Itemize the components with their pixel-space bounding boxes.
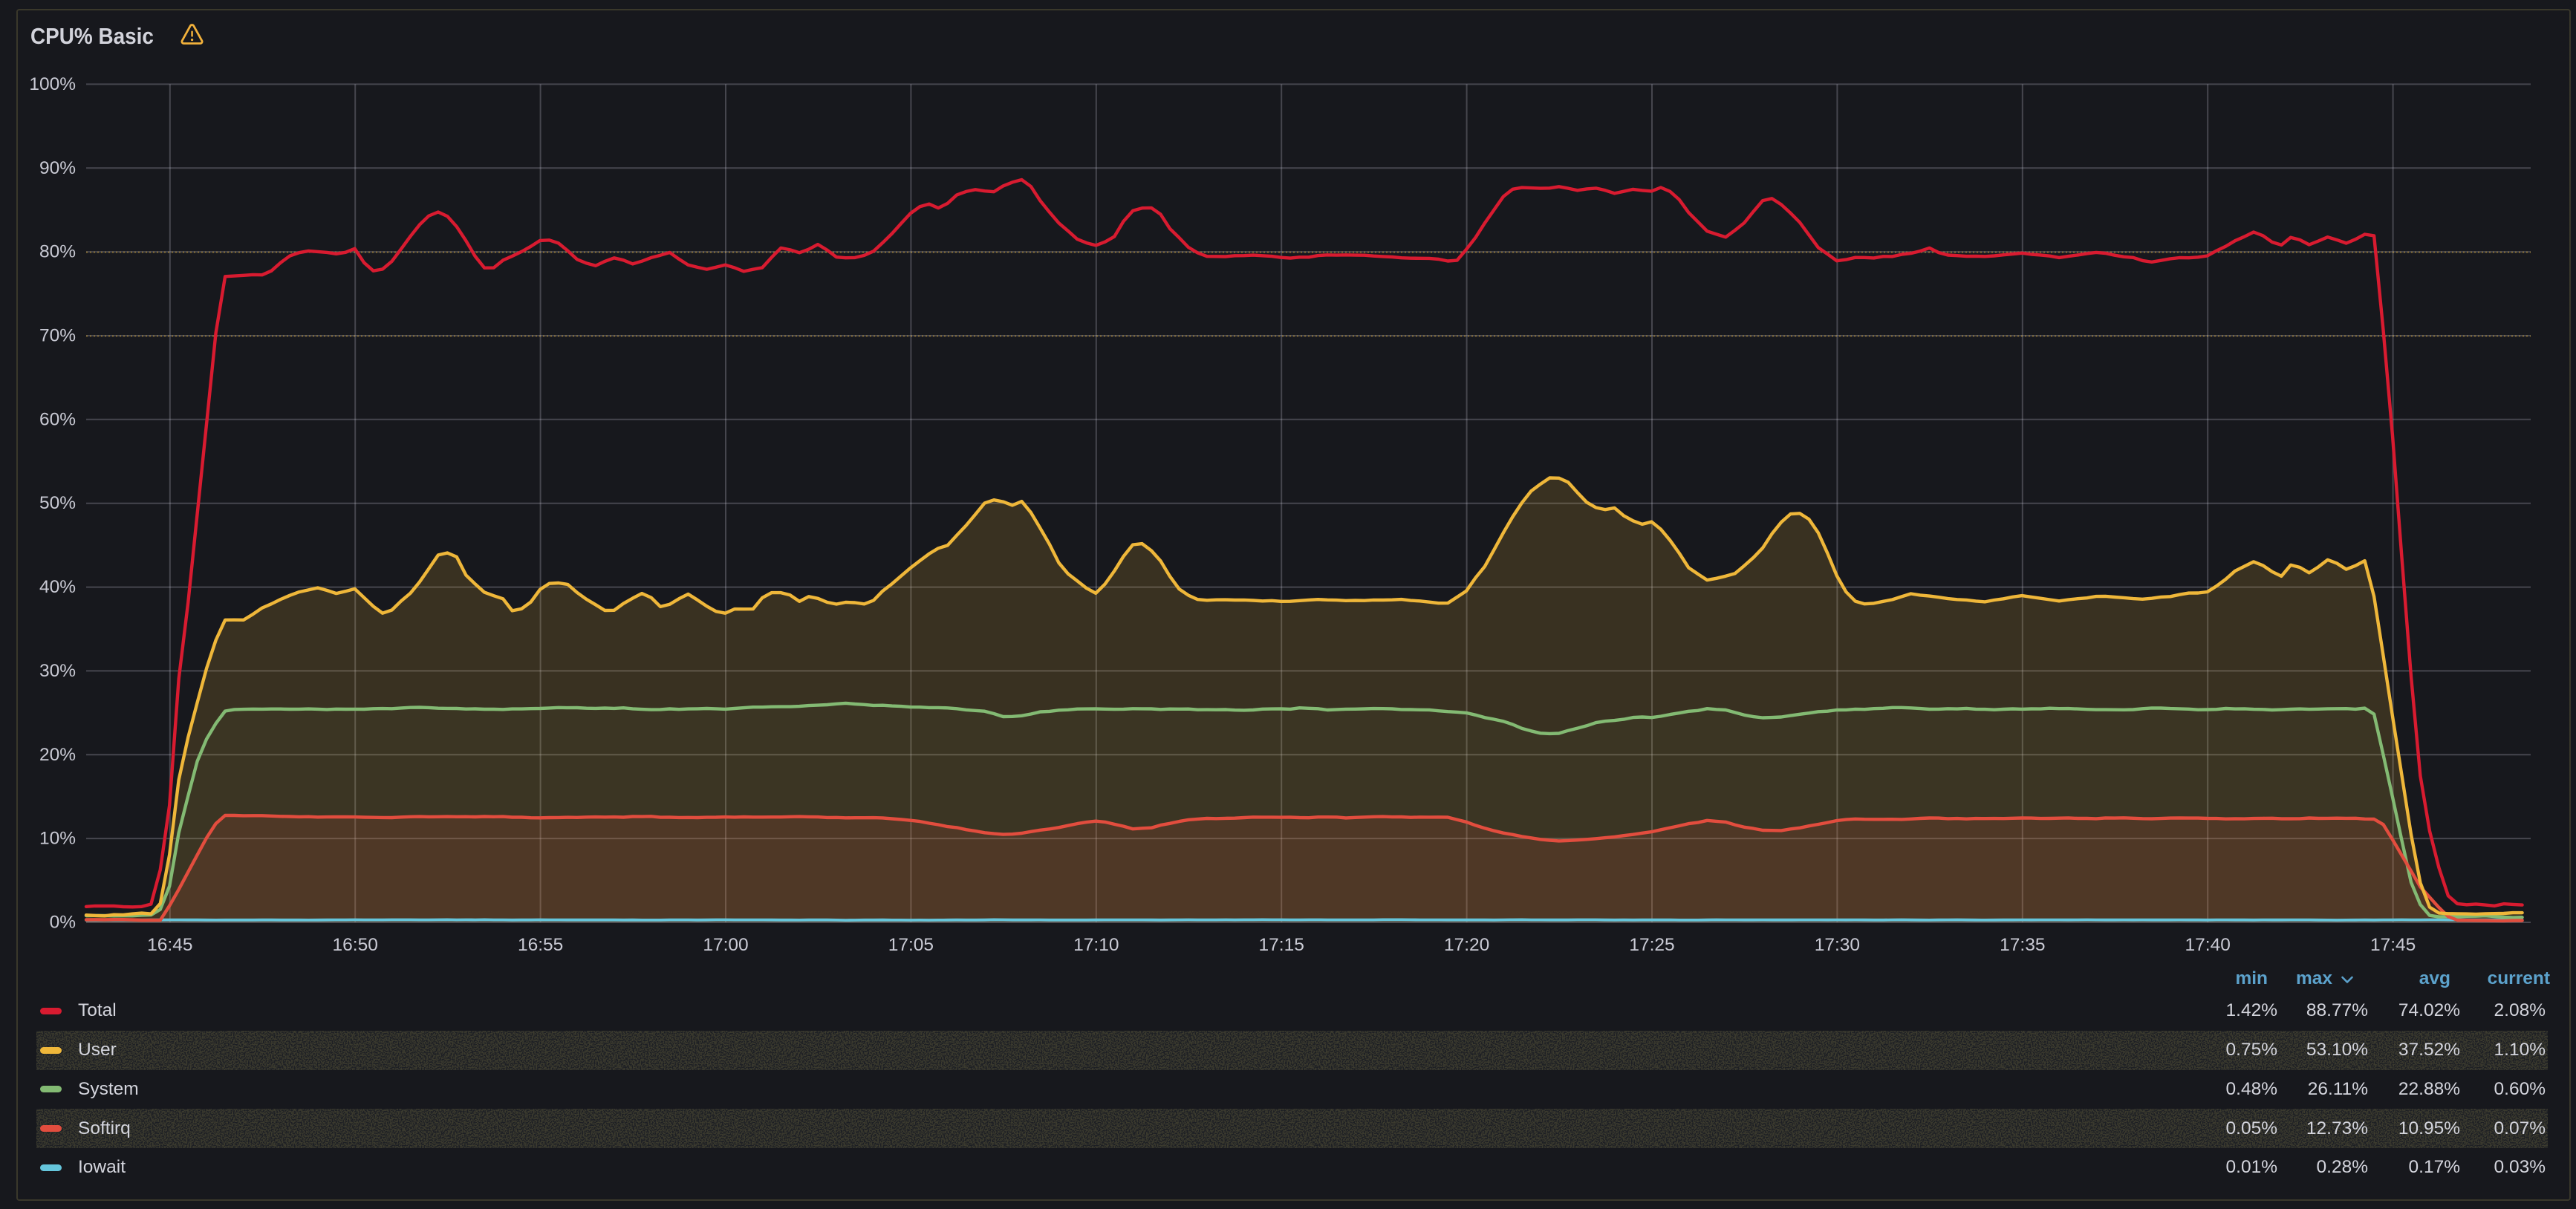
svg-text:0%: 0% <box>50 913 76 933</box>
svg-text:17:20: 17:20 <box>1444 935 1489 955</box>
svg-text:17:05: 17:05 <box>888 935 934 955</box>
svg-text:100%: 100% <box>29 74 76 94</box>
svg-text:17:45: 17:45 <box>2370 935 2416 955</box>
svg-text:17:25: 17:25 <box>1629 935 1674 955</box>
svg-text:17:30: 17:30 <box>1815 935 1860 955</box>
svg-text:17:35: 17:35 <box>2000 935 2045 955</box>
svg-text:50%: 50% <box>39 493 76 513</box>
svg-text:40%: 40% <box>39 577 76 597</box>
svg-text:16:45: 16:45 <box>147 935 192 955</box>
svg-text:20%: 20% <box>39 745 76 765</box>
svg-text:16:55: 16:55 <box>518 935 563 955</box>
svg-text:17:00: 17:00 <box>703 935 748 955</box>
svg-text:60%: 60% <box>39 409 76 429</box>
svg-text:17:10: 17:10 <box>1073 935 1119 955</box>
svg-text:70%: 70% <box>39 326 76 346</box>
svg-text:80%: 80% <box>39 242 76 262</box>
svg-text:30%: 30% <box>39 661 76 681</box>
svg-text:90%: 90% <box>39 158 76 178</box>
svg-text:16:50: 16:50 <box>333 935 378 955</box>
svg-text:10%: 10% <box>39 829 76 849</box>
svg-text:17:15: 17:15 <box>1259 935 1304 955</box>
svg-text:17:40: 17:40 <box>2185 935 2231 955</box>
